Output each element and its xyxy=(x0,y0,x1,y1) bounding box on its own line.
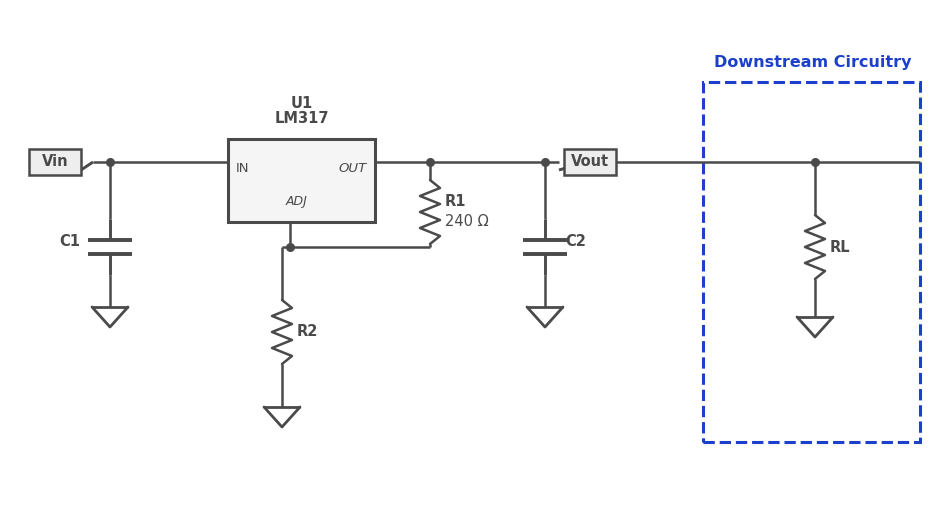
Bar xyxy=(228,139,375,222)
Bar xyxy=(564,149,616,175)
Text: R1: R1 xyxy=(445,194,466,209)
Text: 240 Ω: 240 Ω xyxy=(445,215,489,230)
Bar xyxy=(29,149,81,175)
Text: Downstream Circuitry: Downstream Circuitry xyxy=(714,55,912,70)
Text: Vin: Vin xyxy=(41,155,69,170)
Text: IN: IN xyxy=(236,162,250,175)
Text: RL: RL xyxy=(830,239,851,254)
Text: U1: U1 xyxy=(290,96,313,111)
Text: C2: C2 xyxy=(565,235,586,250)
Text: R2: R2 xyxy=(297,325,318,340)
Text: Vout: Vout xyxy=(571,155,609,170)
Text: OUT: OUT xyxy=(339,162,367,175)
Bar xyxy=(703,82,920,442)
Text: C1: C1 xyxy=(59,235,80,250)
Text: LM317: LM317 xyxy=(274,111,329,126)
Text: ADJ: ADJ xyxy=(285,195,307,208)
